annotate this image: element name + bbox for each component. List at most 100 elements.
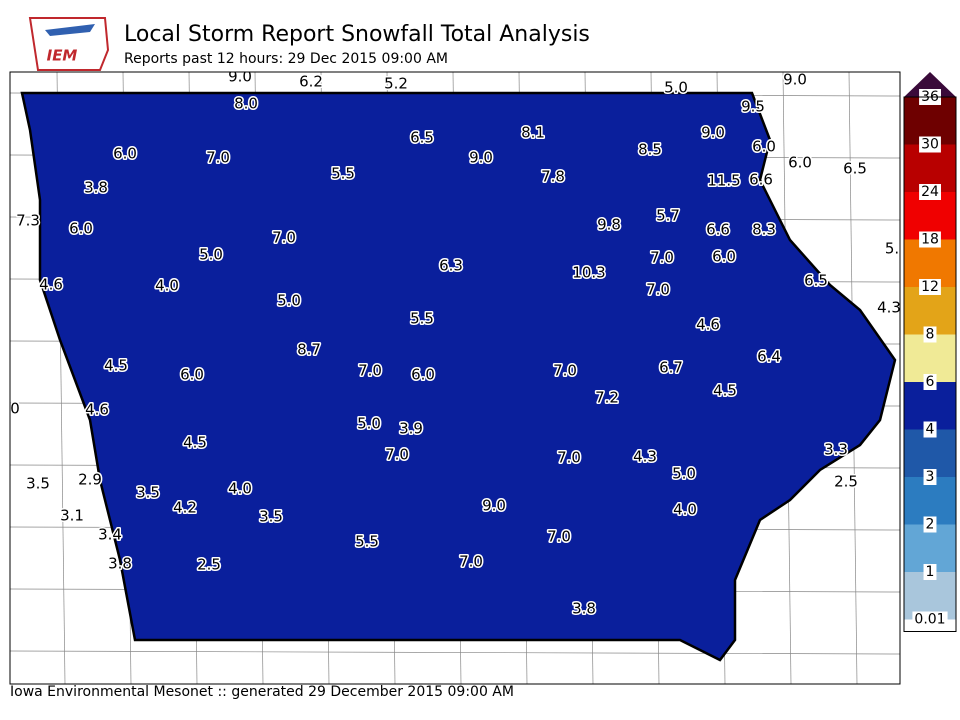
colorbar-label-bg xyxy=(923,374,937,390)
colorbar-label: 2 xyxy=(926,517,935,533)
snow-label: 3.5 xyxy=(259,508,283,526)
snow-label: 4.5 xyxy=(713,382,737,400)
snow-label: 6.0 xyxy=(180,366,204,384)
snow-label: 7.0 xyxy=(646,281,670,299)
snow-label: 7.2 xyxy=(595,389,619,407)
map: 9.0 6.2 5.2 5.0 9.09.58.06.5 8.19.0 8.59.06.06… xyxy=(10,68,901,684)
snow-label: 5.0 xyxy=(277,292,301,310)
labels: 9.0 6.2 5.2 5.0 9.09.58.06.5 8.19.0 8.59.06.06… xyxy=(10,68,901,619)
snow-label: 7.0 xyxy=(206,149,230,167)
snow-label: 7.0 xyxy=(547,528,571,546)
snow-label: 3.8 xyxy=(84,179,108,197)
snow-label: 4.6 xyxy=(85,401,109,419)
snow-label: 4.3 xyxy=(633,448,657,466)
colorbar-label: 24 xyxy=(921,184,939,200)
colorbar-label: 3 xyxy=(926,469,935,485)
snow-label: 4.5 xyxy=(104,357,128,375)
snow-label: 5.2 xyxy=(384,75,408,93)
snow-label: 9.5 xyxy=(741,98,765,116)
logo-plane xyxy=(45,24,95,36)
colorbar-label-bg xyxy=(912,611,948,628)
colorbar-cap xyxy=(904,72,956,97)
snow-label: 5.5 xyxy=(355,533,379,551)
snow-label: 6.0 xyxy=(752,138,776,156)
snow-label: 5.5 xyxy=(331,165,355,183)
snow-label: 6.0 xyxy=(712,248,736,266)
colorbar-label-bg xyxy=(923,516,937,533)
snow-label: 5.5 xyxy=(410,310,434,328)
snow-label: 5.0 xyxy=(672,465,696,483)
snow-label: 6.6 xyxy=(706,221,730,239)
snow-label: 6.4 xyxy=(757,348,781,366)
colorbar-label-bg xyxy=(919,231,941,248)
snow-label: 9.8 xyxy=(597,216,621,234)
snow-label: 4.3 xyxy=(877,299,901,317)
snow-label: 8.7 xyxy=(297,341,321,359)
colorbar-label: 1 xyxy=(926,564,935,580)
snow-label: 6.5 xyxy=(410,129,434,147)
snow-label: 0 xyxy=(10,400,20,418)
snow-label: 8.5 xyxy=(638,141,662,159)
snow-label: 7.0 xyxy=(358,362,382,380)
snow-label: 9.0 xyxy=(783,71,807,89)
snow-label: 7.0 xyxy=(553,362,577,380)
snow-label: 3.1 xyxy=(60,507,84,525)
snow-label: 6.2 xyxy=(299,73,323,91)
snow-label: 4.2 xyxy=(173,499,197,517)
snow-label: 4.5 xyxy=(183,434,207,452)
colorbar-label-bg xyxy=(919,184,941,200)
colorbar-label: 30 xyxy=(921,137,939,153)
snow-label: 4.0 xyxy=(228,480,252,498)
footer: Iowa Environmental Mesonet :: generated … xyxy=(10,684,514,700)
snow-label: 7.0 xyxy=(385,446,409,464)
title: Local Storm Report Snowfall Total Analys… xyxy=(124,22,590,47)
county-line xyxy=(10,650,900,655)
logo: IEM xyxy=(28,17,110,71)
snow-label: 3.5 xyxy=(136,484,160,502)
snow-label: 3.9 xyxy=(399,420,423,438)
logo-text: IEM xyxy=(47,47,78,65)
snow-label: 7.0 xyxy=(557,449,581,467)
snow-label: 6.5 xyxy=(804,272,828,290)
snow-label: 7.3 xyxy=(16,212,40,230)
colorbar-frame xyxy=(903,96,957,632)
snow-label: 7.0 xyxy=(650,249,674,267)
snow-label: 9.0 xyxy=(469,149,493,167)
snow-label: 4.6 xyxy=(696,316,720,334)
snow-label: 8.0 xyxy=(234,95,258,113)
snow-label: 5.7 xyxy=(656,207,680,225)
map-frame xyxy=(9,71,901,685)
colorbar-label: 18 xyxy=(921,232,939,248)
snow-label: 5. xyxy=(885,240,899,258)
snow-label: 6.3 xyxy=(439,257,463,275)
colorbar-label-bg xyxy=(919,136,941,153)
snow-label: 7.0 xyxy=(459,553,483,571)
snow-label: 4.0 xyxy=(673,501,697,519)
snow-label: 9.0 xyxy=(228,68,252,86)
snow-label: 11.5 xyxy=(707,172,740,190)
colorbar-label-bg xyxy=(923,421,937,438)
snow-label: 6.7 xyxy=(659,359,683,377)
snow-label: 9.0 xyxy=(482,497,506,515)
colorbar-label: 0.01 xyxy=(914,612,945,628)
snow-label: 9.0 xyxy=(701,124,725,142)
snow-label: 2.5 xyxy=(834,473,858,491)
snow-label: 10.3 xyxy=(572,264,605,282)
snow-label: 5.0 xyxy=(664,79,688,97)
snow-label: 6.0 xyxy=(69,220,93,238)
colorbar-label-bg xyxy=(923,469,937,485)
colorbar-label: 6 xyxy=(926,374,935,390)
snow-label: 6.5 xyxy=(843,160,867,178)
snow-label: 5.0 xyxy=(199,246,223,264)
snow-label: 3.5 xyxy=(26,475,50,493)
snow-label: 6.0 xyxy=(411,366,435,384)
snow-label: 6.6 xyxy=(749,171,773,189)
subtitle: Reports past 12 hours: 29 Dec 2015 09:00… xyxy=(124,51,448,67)
colorbar-label: 4 xyxy=(926,422,935,438)
snow-label: 5.0 xyxy=(357,415,381,433)
snow-label: 7.0 xyxy=(272,229,296,247)
snow-label: 2.9 xyxy=(78,471,102,489)
snow-label: 4.0 xyxy=(155,277,179,295)
